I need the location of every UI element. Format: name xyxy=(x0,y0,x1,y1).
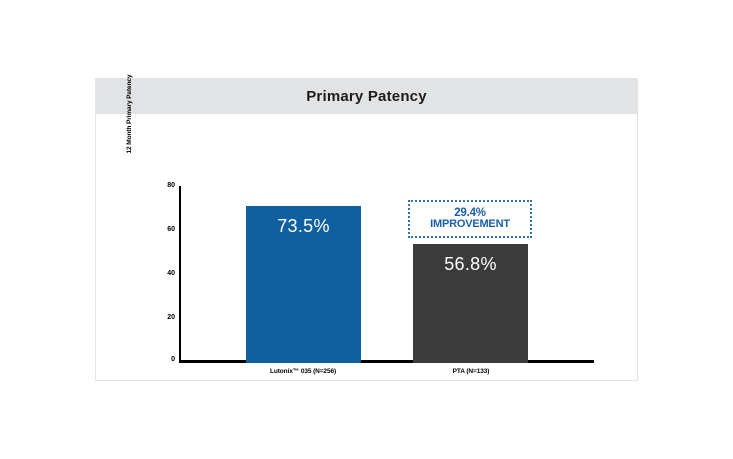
x-axis-line xyxy=(179,360,594,363)
improvement-callout: 29.4% IMPROVEMENT xyxy=(408,200,532,238)
bar-pta: 56.8% xyxy=(413,244,528,363)
improvement-label: IMPROVEMENT xyxy=(430,218,510,231)
y-tick-label-60: 60 xyxy=(167,226,175,233)
y-tick-label-80: 80 xyxy=(167,182,175,189)
y-tick-label-0: 0 xyxy=(171,356,175,363)
chart-panel-header: Primary Patency xyxy=(96,79,637,114)
y-tick-label-20: 20 xyxy=(167,314,175,321)
y-axis-title: 12 Month Primary Patency xyxy=(126,74,133,154)
y-axis-tick-labels: 80 60 40 20 0 xyxy=(143,114,175,381)
chart-panel: Primary Patency 12 Month Primary Patency… xyxy=(95,75,638,381)
improvement-value: 29.4% xyxy=(454,207,486,220)
category-label-pta: PTA (N=133) xyxy=(452,368,490,375)
bar-value-lutonix-035: 73.5% xyxy=(277,216,330,236)
bar-value-pta: 56.8% xyxy=(444,254,497,274)
category-label-lutonix-035: Lutonix™ 035 (N=256) xyxy=(269,368,337,375)
y-axis-line xyxy=(179,186,181,362)
bar-lutonix-035: 73.5% xyxy=(246,206,361,363)
y-tick-label-40: 40 xyxy=(167,270,175,277)
chart-title: Primary Patency xyxy=(306,88,427,105)
chart-plot-area: 12 Month Primary Patency 80 60 40 20 0 7… xyxy=(96,75,637,381)
